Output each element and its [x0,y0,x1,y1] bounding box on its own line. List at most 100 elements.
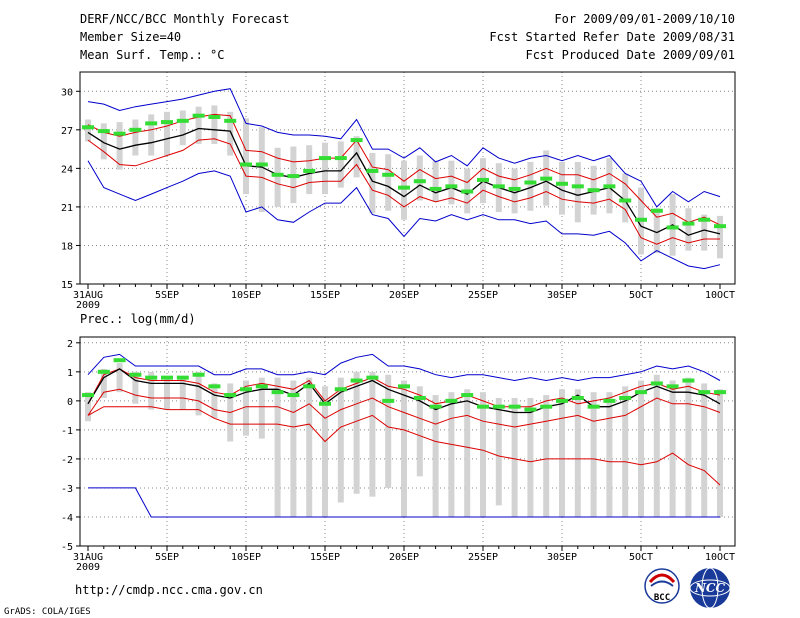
observed-marker [524,180,537,185]
observed-marker [350,138,363,143]
observed-marker [619,198,632,203]
upper-spread-line [87,368,721,408]
observed-marker [192,372,205,377]
spread-box [432,160,439,202]
spread-box [511,397,518,517]
observed-marker [477,177,489,182]
observed-marker [461,393,474,398]
observed-marker [650,381,663,386]
ensemble-mean-line [87,368,721,414]
ytick-label: 2 [67,339,73,350]
xtick-label: 5SEP [155,290,179,301]
ytick-label: 0 [67,397,73,408]
xtick-label: 10OCT [705,290,735,301]
max-line [87,88,721,208]
grads-credit: GrADS: COLA/IGES [4,607,91,617]
spread-box [385,374,392,488]
observed-marker [413,395,426,400]
spread-box [337,141,344,188]
observed-marker [587,188,600,193]
xtick-label: 20SEP [389,552,419,563]
observed-marker [445,184,458,189]
xtick-label: 31AUG [73,290,103,301]
observed-marker [271,172,284,177]
spread-box [132,371,139,404]
spread-box [322,142,328,195]
spread-box [559,389,565,517]
observed-marker [145,375,158,380]
spread-box [401,160,407,220]
observed-marker [224,118,237,123]
bcc-logo-text: BCC [654,593,670,603]
spread-box [448,392,455,517]
max-line [87,353,721,382]
spread-box [148,114,155,156]
year-label: 2009 [76,562,100,573]
observed-marker [303,168,316,173]
spread-box [638,380,644,517]
observed-marker [319,401,331,406]
spread-box [685,208,692,251]
observed-marker [303,384,316,389]
title-left-3: Mean Surf. Temp.: °C [80,48,225,62]
ytick-label: -3 [61,484,73,495]
spread-box [685,377,692,517]
spread-box [574,161,581,223]
observed-marker [161,375,173,380]
spread-box [243,118,249,195]
observed-marker [82,125,94,130]
xtick-label: 15SEP [310,290,340,301]
observed-marker [477,404,489,409]
xtick-label: 5SEP [155,552,179,563]
title-left-1: DERF/NCC/BCC Monthly Forecast [80,12,290,26]
spread-box [543,395,550,517]
spread-box [148,371,155,410]
title-right-2: Fcst Started Refer Date 2009/08/31 [489,30,735,44]
spread-box [701,214,708,251]
observed-marker [508,186,521,191]
footer-url: http://cmdp.ncc.cma.gov.cn [75,583,263,597]
observed-marker [666,384,679,389]
observed-marker [540,404,553,409]
xtick-label: 30SEP [547,552,577,563]
observed-marker [208,384,221,389]
spread-box [164,377,170,410]
spread-box [653,374,660,517]
ytick-label: 21 [61,203,73,214]
spread-box [622,386,629,517]
spread-box [258,377,265,439]
observed-marker [240,387,252,392]
observed-marker [619,395,632,400]
spread-box [495,397,502,506]
observed-marker [556,398,568,403]
xtick-label: 5OCT [629,290,653,301]
spread-box [717,389,723,517]
observed-marker [176,375,189,380]
spread-box [369,371,376,497]
min-line [88,487,720,518]
spread-box [116,363,123,393]
observed-marker [429,186,442,191]
spread-box [179,110,186,146]
observed-marker [461,189,474,194]
spread-box [100,368,107,398]
spread-box [669,380,676,517]
observed-marker [113,131,126,136]
spread-box [290,380,297,517]
xtick-label: 20SEP [389,290,419,301]
observed-marker [366,168,379,173]
spread-box [353,136,360,178]
title-right-1: For 2009/09/01-2009/10/10 [554,12,735,26]
spread-box [85,119,91,142]
xtick-label: 25SEP [468,552,498,563]
observed-marker [524,407,537,412]
xtick-label: 25SEP [468,290,498,301]
lower-spread-line-2 [87,406,721,486]
spread-box [480,392,486,517]
spread-box [590,392,597,517]
observed-marker [145,121,158,126]
observed-marker [97,129,110,134]
ytick-label: -1 [61,426,73,437]
observed-marker [587,404,600,409]
observed-marker [82,393,94,398]
